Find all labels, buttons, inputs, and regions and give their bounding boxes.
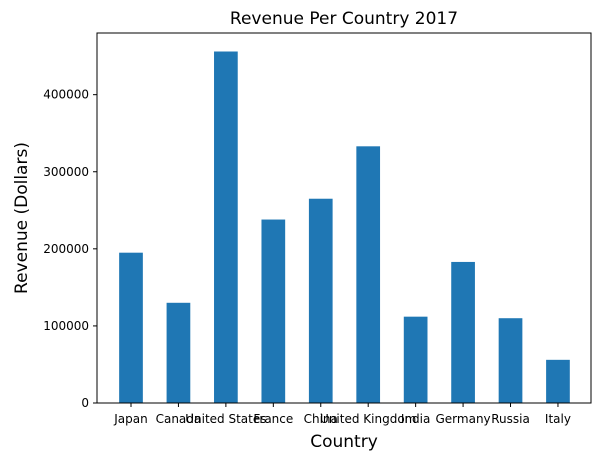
y-tick-label: 0 [81, 396, 89, 410]
y-tick-label: 400000 [43, 88, 89, 102]
x-tick-label: Italy [545, 412, 571, 426]
bar [546, 359, 570, 403]
x-tick-label: Russia [491, 412, 530, 426]
plot-frame [96, 32, 592, 404]
bar [356, 146, 381, 403]
x-tick-label: United Kingdom [320, 412, 416, 426]
bar [451, 261, 475, 403]
bars-group [119, 51, 570, 403]
bar [166, 302, 191, 403]
x-tick-label: Germany [436, 412, 491, 426]
chart-title: Revenue Per Country 2017 [230, 9, 458, 29]
y-tick-label: 100000 [43, 319, 89, 333]
bar [119, 252, 143, 403]
y-axis-label: Revenue (Dollars) [12, 142, 32, 294]
x-tick-label: China [304, 412, 338, 426]
x-tick-label: India [401, 412, 430, 426]
y-tick-label: 200000 [43, 242, 89, 256]
x-axis-label: Country [310, 432, 378, 452]
y-tick-label: 300000 [43, 165, 89, 179]
x-tick-label: United States [185, 412, 266, 426]
bar [261, 219, 286, 403]
bar [214, 51, 238, 403]
x-tick-label: Japan [113, 412, 147, 426]
x-tick-label: Canada [156, 412, 202, 426]
bar [403, 316, 428, 403]
x-tick-label: France [253, 412, 293, 426]
y-axis-ticks: 0 100000 200000 300000 400000 [43, 88, 97, 410]
bar [498, 318, 523, 403]
bar [308, 198, 333, 403]
